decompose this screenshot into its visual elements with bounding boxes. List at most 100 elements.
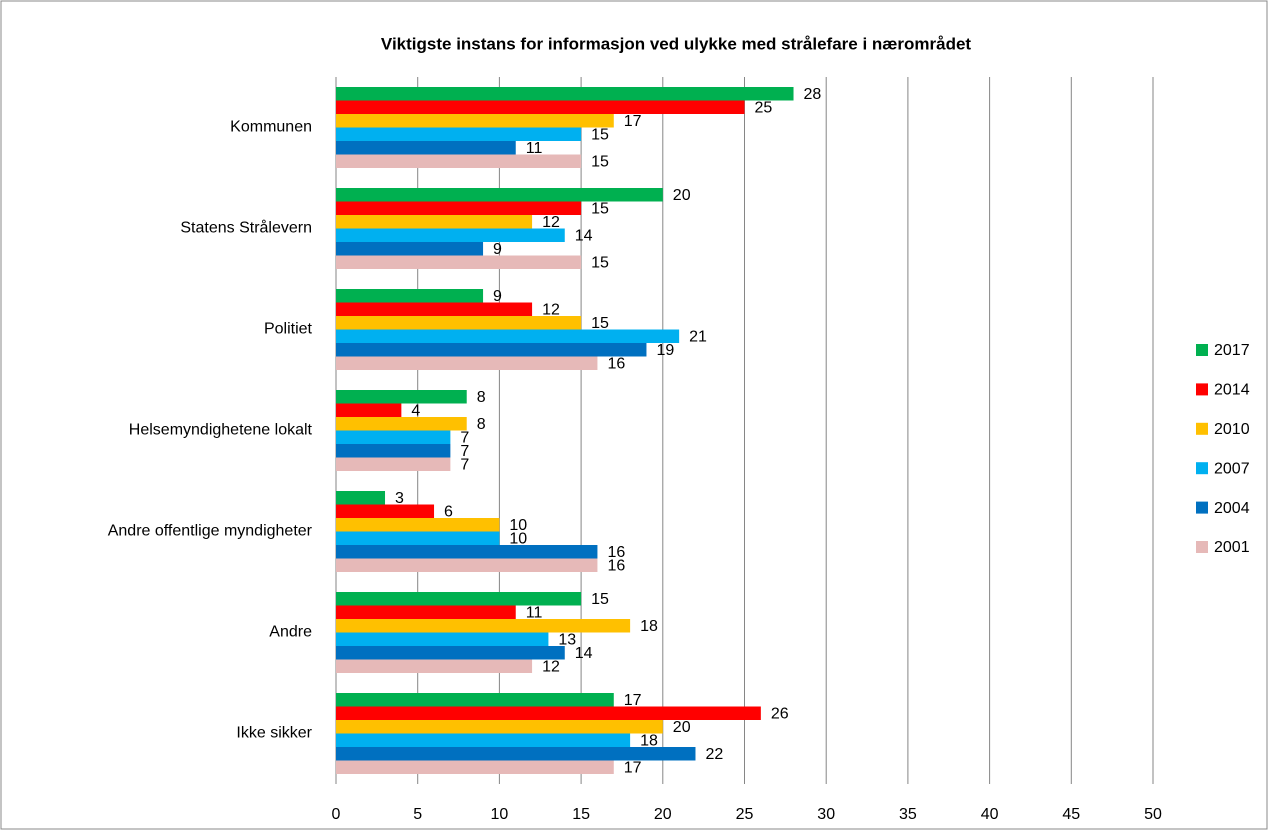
bar bbox=[336, 255, 582, 269]
data-label: 11 bbox=[526, 604, 543, 621]
bar bbox=[336, 646, 565, 660]
bar bbox=[336, 733, 631, 747]
bar bbox=[336, 444, 451, 458]
x-tick-label: 5 bbox=[413, 806, 422, 823]
legend-swatch bbox=[1196, 541, 1208, 553]
y-tick-label: Kommunen bbox=[230, 119, 312, 136]
legend-swatch bbox=[1196, 344, 1208, 356]
data-label: 15 bbox=[591, 315, 609, 332]
bar bbox=[336, 592, 582, 606]
legend-label: 2014 bbox=[1214, 382, 1250, 399]
data-label: 18 bbox=[640, 618, 658, 635]
bar bbox=[336, 390, 467, 404]
data-label: 11 bbox=[526, 140, 543, 157]
data-label: 9 bbox=[493, 241, 502, 258]
data-label: 21 bbox=[689, 328, 707, 345]
bar bbox=[336, 491, 386, 505]
data-label: 15 bbox=[591, 126, 609, 143]
x-tick-label: 10 bbox=[491, 806, 509, 823]
data-label: 10 bbox=[509, 530, 527, 547]
bar bbox=[336, 457, 451, 471]
y-tick-label: Andre offentlige myndigheter bbox=[108, 523, 313, 540]
bar bbox=[336, 114, 614, 128]
legend-label: 2001 bbox=[1214, 539, 1250, 556]
x-tick-label: 0 bbox=[332, 806, 341, 823]
legend-label: 2010 bbox=[1214, 421, 1250, 438]
data-label: 17 bbox=[624, 113, 642, 130]
y-tick-label: Ikke sikker bbox=[236, 725, 312, 742]
data-label: 7 bbox=[460, 429, 469, 446]
legend-swatch bbox=[1196, 462, 1208, 475]
data-label: 17 bbox=[624, 759, 642, 776]
data-label: 8 bbox=[477, 416, 486, 433]
bar bbox=[336, 531, 500, 545]
data-label: 16 bbox=[607, 557, 625, 574]
bar bbox=[336, 693, 614, 707]
data-label: 9 bbox=[493, 288, 502, 305]
bar bbox=[336, 188, 663, 202]
bar bbox=[336, 302, 533, 316]
bar bbox=[336, 545, 598, 559]
bar bbox=[336, 558, 598, 572]
bar bbox=[336, 215, 533, 229]
bar bbox=[336, 356, 598, 370]
data-label: 13 bbox=[558, 631, 576, 648]
data-label: 15 bbox=[591, 200, 609, 217]
data-label: 28 bbox=[804, 86, 822, 103]
data-label: 20 bbox=[673, 187, 691, 204]
bar bbox=[336, 518, 500, 532]
data-label: 6 bbox=[444, 503, 453, 520]
data-label: 14 bbox=[575, 227, 593, 244]
chart-title: Viktigste instans for informasjon ved ul… bbox=[381, 34, 971, 53]
bar bbox=[336, 343, 647, 357]
data-label: 12 bbox=[542, 658, 560, 675]
bar bbox=[336, 605, 516, 619]
x-tick-label: 25 bbox=[736, 806, 754, 823]
bar bbox=[336, 316, 582, 330]
y-tick-label: Statens Strålevern bbox=[180, 219, 312, 237]
bar bbox=[336, 87, 794, 101]
bar bbox=[336, 659, 533, 673]
data-label: 7 bbox=[460, 456, 469, 473]
bar bbox=[336, 720, 663, 734]
data-label: 19 bbox=[656, 342, 674, 359]
x-tick-label: 15 bbox=[572, 806, 590, 823]
data-label: 15 bbox=[591, 153, 609, 170]
bar bbox=[336, 289, 484, 303]
data-label: 14 bbox=[575, 645, 593, 662]
bar bbox=[336, 154, 582, 168]
data-label: 20 bbox=[673, 719, 691, 736]
bar bbox=[336, 242, 484, 256]
bar bbox=[336, 100, 745, 114]
x-tick-label: 35 bbox=[899, 806, 917, 823]
x-tick-label: 30 bbox=[817, 806, 835, 823]
bar bbox=[336, 403, 402, 417]
bar bbox=[336, 504, 435, 518]
data-label: 12 bbox=[542, 214, 560, 231]
legend-label: 2007 bbox=[1214, 460, 1250, 477]
bar bbox=[336, 141, 516, 155]
bar bbox=[336, 430, 451, 444]
bar bbox=[336, 127, 582, 141]
bar bbox=[336, 201, 582, 215]
bar bbox=[336, 228, 565, 242]
data-label: 17 bbox=[624, 692, 642, 709]
data-label: 22 bbox=[705, 746, 723, 763]
bar bbox=[336, 329, 680, 343]
data-label: 3 bbox=[395, 490, 404, 507]
data-label: 16 bbox=[607, 544, 625, 561]
x-tick-label: 50 bbox=[1144, 806, 1162, 823]
bar bbox=[336, 747, 696, 761]
x-tick-label: 40 bbox=[981, 806, 999, 823]
data-label: 8 bbox=[477, 389, 486, 406]
y-tick-label: Helsemyndighetene lokalt bbox=[129, 422, 313, 439]
data-label: 12 bbox=[542, 301, 560, 318]
data-label: 7 bbox=[460, 443, 469, 460]
legend-swatch bbox=[1196, 383, 1208, 396]
y-tick-label: Andre bbox=[269, 624, 312, 641]
data-label: 10 bbox=[509, 517, 527, 534]
y-tick-label: Politiet bbox=[264, 321, 313, 338]
data-label: 26 bbox=[771, 705, 789, 722]
